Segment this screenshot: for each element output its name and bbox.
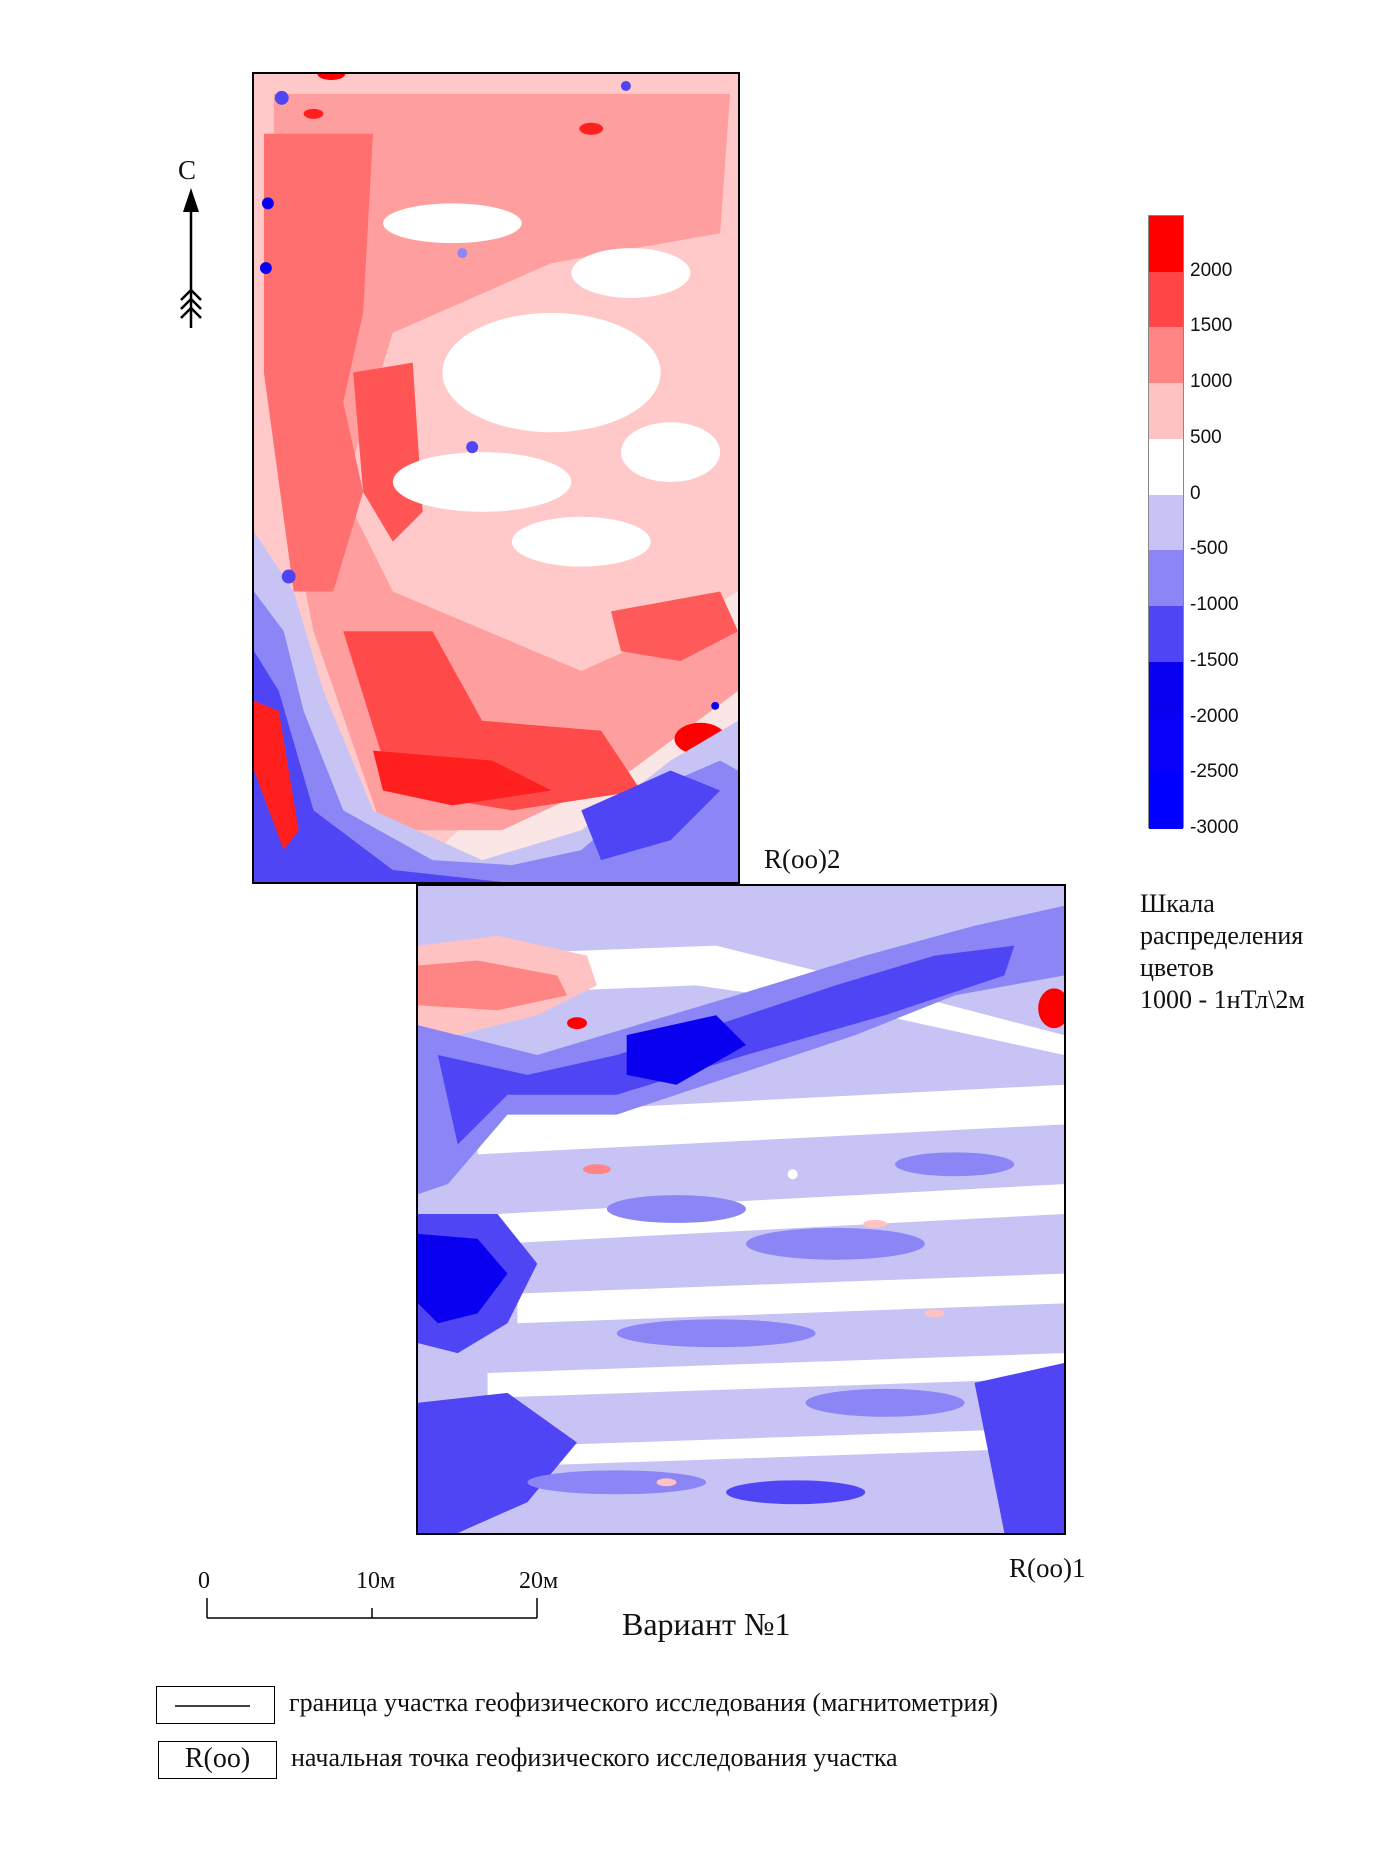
- caption-line-1: Шкала: [1140, 889, 1215, 918]
- north-label: С: [178, 155, 197, 185]
- legend-tick-label: -2000: [1190, 705, 1239, 727]
- boundary-key-symbol: [156, 1686, 275, 1724]
- north-arrow-icon: [180, 188, 202, 328]
- legend-tick-label: -1500: [1190, 649, 1239, 671]
- scale-bar: [206, 1598, 538, 1619]
- legend-swatch-10: [1149, 773, 1183, 829]
- legend-tick-label: 2000: [1190, 259, 1233, 281]
- start-point-key-symbol-text: R(оо): [184, 1743, 251, 1774]
- start-point-key-symbol: R(оо): [158, 1741, 277, 1779]
- legend-swatch-6: [1149, 550, 1183, 607]
- lower-block-start-label: R(оо)1: [1009, 1553, 1086, 1583]
- legend-swatch-9: [1149, 717, 1183, 774]
- caption-line-3: цветов: [1140, 953, 1214, 982]
- caption-line-2: распределения: [1140, 921, 1304, 950]
- legend-tick-label: 1500: [1190, 315, 1233, 337]
- boundary-line-icon: [175, 1705, 250, 1707]
- legend-tick-label: -3000: [1190, 817, 1239, 838]
- color-scale-caption: Шкала распределения цветов 1000 - 1нТл\2…: [1140, 888, 1305, 1016]
- scale-tick-0: 0: [198, 1568, 210, 1594]
- legend-swatch-1: [1149, 271, 1183, 328]
- upper-magnetic-field: [254, 74, 738, 882]
- caption-line-4: 1000 - 1нТл\2м: [1140, 985, 1305, 1014]
- legend-swatch-0: [1149, 216, 1183, 272]
- legend-swatch-8: [1149, 661, 1183, 718]
- lower-survey-map: [416, 884, 1066, 1535]
- variant-title: Вариант №1: [622, 1606, 791, 1642]
- legend-swatch-7: [1149, 606, 1183, 662]
- color-legend-bar: [1148, 215, 1184, 829]
- boundary-key-text: граница участка геофизического исследова…: [289, 1688, 999, 1717]
- scale-tick-20: 20м: [519, 1568, 559, 1594]
- start-point-key-text: начальная точка геофизического исследова…: [291, 1743, 898, 1772]
- upper-survey-map: [252, 72, 740, 884]
- legend-tick-label: 500: [1190, 426, 1222, 448]
- legend-tick-label: -2500: [1190, 761, 1239, 783]
- legend-swatch-3: [1149, 383, 1183, 439]
- upper-block-start-label: R(оо)2: [764, 844, 841, 874]
- lower-magnetic-field: [418, 886, 1064, 1533]
- legend-swatch-4: [1149, 438, 1183, 495]
- legend-tick-label: 0: [1190, 482, 1201, 504]
- legend-swatch-2: [1149, 327, 1183, 384]
- legend-tick-label: 1000: [1190, 371, 1233, 393]
- legend-tick-label: -1000: [1190, 594, 1239, 616]
- legend-swatch-5: [1149, 494, 1183, 551]
- legend-tick-label: -500: [1190, 538, 1229, 560]
- scale-tick-10: 10м: [356, 1568, 396, 1594]
